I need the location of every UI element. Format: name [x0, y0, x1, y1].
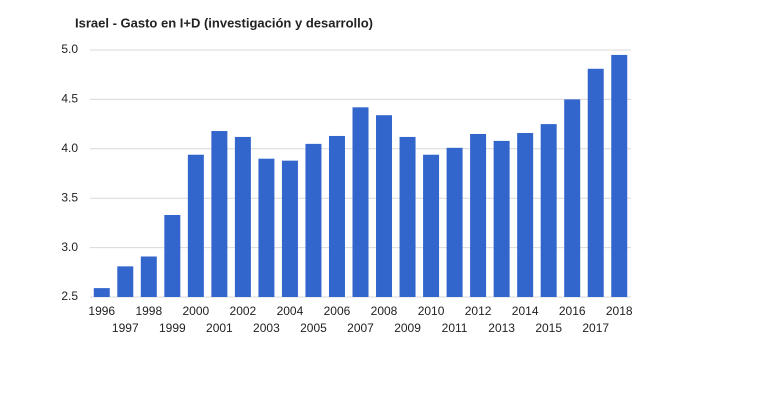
x-tick-label: 1998 — [135, 304, 162, 318]
x-tick-label: 2012 — [465, 304, 492, 318]
bar — [399, 136, 416, 297]
bar — [211, 131, 228, 297]
x-tick-label: 2016 — [559, 304, 586, 318]
x-tick-label: 2006 — [324, 304, 351, 318]
x-tick-label: 1999 — [159, 321, 186, 335]
bar — [611, 54, 628, 297]
bar — [564, 99, 581, 298]
x-tick-label: 2001 — [206, 321, 233, 335]
bar — [234, 136, 251, 297]
bar — [470, 133, 487, 297]
x-tick-label: 2014 — [512, 304, 539, 318]
y-tick-label: 2.5 — [61, 289, 78, 303]
x-tick-label: 2017 — [582, 321, 609, 335]
bar — [517, 132, 534, 297]
x-tick-label: 1996 — [88, 304, 115, 318]
y-tick-label: 5.0 — [61, 42, 78, 56]
x-tick-label: 2011 — [442, 321, 468, 335]
bar — [328, 135, 345, 297]
bar — [446, 147, 463, 297]
x-tick-label: 2002 — [230, 304, 257, 318]
x-tick-label: 2005 — [300, 321, 327, 335]
bar — [140, 256, 157, 297]
x-tick-label: 2008 — [371, 304, 398, 318]
bar — [117, 266, 134, 297]
bar — [281, 160, 298, 297]
bar — [587, 68, 604, 297]
x-tick-label: 2000 — [182, 304, 209, 318]
x-tick-label: 2010 — [418, 304, 445, 318]
chart-title: Israel - Gasto en I+D (investigación y d… — [75, 15, 373, 30]
x-tick-label: 1997 — [112, 321, 139, 335]
x-tick-label: 2018 — [606, 304, 633, 318]
bar — [352, 107, 369, 297]
y-tick-label: 4.5 — [61, 92, 78, 106]
bar — [258, 158, 275, 297]
bar — [93, 288, 110, 297]
bar — [423, 154, 440, 297]
x-tick-label: 2013 — [488, 321, 515, 335]
bar — [164, 214, 181, 297]
y-tick-label: 4.0 — [61, 141, 78, 155]
x-tick-label: 2003 — [253, 321, 280, 335]
bar — [493, 140, 510, 297]
x-tick-label: 2015 — [535, 321, 562, 335]
x-tick-label: 2007 — [347, 321, 374, 335]
y-tick-label: 3.5 — [61, 190, 78, 204]
x-tick-label: 2009 — [394, 321, 421, 335]
bar — [187, 154, 204, 297]
bar — [376, 115, 393, 297]
bar — [540, 124, 557, 297]
y-tick-label: 3.0 — [61, 240, 78, 254]
bar — [305, 143, 322, 297]
x-tick-label: 2004 — [277, 304, 304, 318]
